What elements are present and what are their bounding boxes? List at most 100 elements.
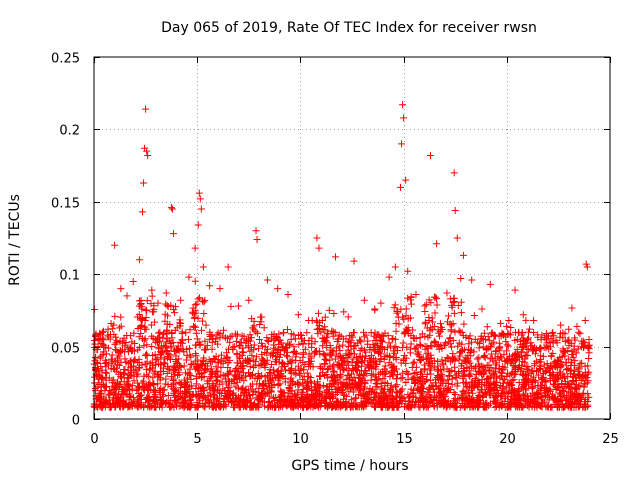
data-point [154, 370, 162, 378]
data-point [321, 371, 329, 379]
data-point [271, 371, 279, 379]
data-point [95, 392, 103, 400]
data-point [555, 389, 563, 397]
data-point [470, 312, 478, 320]
data-point [98, 374, 106, 382]
x-tick-label: 20 [499, 432, 516, 447]
data-point [464, 388, 472, 396]
data-point [171, 347, 179, 355]
data-point [241, 402, 249, 410]
data-point [296, 371, 304, 379]
data-point [409, 359, 417, 367]
data-point [139, 208, 147, 216]
data-point [319, 342, 327, 350]
data-point [100, 344, 108, 352]
data-point [462, 383, 470, 391]
data-point [297, 364, 305, 372]
data-point [485, 384, 493, 392]
data-point [145, 397, 153, 405]
data-point [308, 386, 316, 394]
data-point [194, 221, 202, 229]
data-point [447, 326, 455, 334]
data-point [418, 384, 426, 392]
data-point [504, 342, 512, 350]
data-point [224, 387, 232, 395]
data-point [479, 391, 487, 399]
data-point [221, 372, 229, 380]
data-point [490, 397, 498, 405]
data-point [206, 332, 214, 340]
data-point [313, 234, 321, 242]
data-point [345, 388, 353, 396]
data-point [294, 396, 302, 404]
data-point [236, 395, 244, 403]
data-point [171, 326, 179, 334]
data-point [502, 372, 510, 380]
data-point [297, 331, 305, 339]
data-point [459, 393, 467, 401]
data-point [558, 353, 566, 361]
data-point [167, 204, 175, 212]
data-point [141, 386, 149, 394]
data-point [357, 338, 365, 346]
data-point [484, 333, 492, 341]
data-point [348, 380, 356, 388]
data-point [196, 294, 204, 302]
data-point [399, 101, 407, 109]
data-point [499, 385, 507, 393]
data-point [299, 376, 307, 384]
data-point [102, 397, 110, 405]
data-point [436, 328, 444, 336]
data-point [146, 382, 154, 390]
data-point [517, 367, 525, 375]
data-point [446, 334, 454, 342]
data-point [505, 330, 513, 338]
data-point [508, 356, 516, 364]
data-point [210, 391, 218, 399]
data-point [136, 399, 144, 407]
data-point [470, 348, 478, 356]
x-tick-label: 0 [90, 432, 98, 447]
data-point [435, 376, 443, 384]
data-point [385, 273, 393, 281]
data-point [510, 376, 518, 384]
data-point [548, 363, 556, 371]
data-point [518, 384, 526, 392]
data-point [251, 399, 259, 407]
data-point [452, 371, 460, 379]
data-point [400, 330, 408, 338]
data-point [377, 299, 385, 307]
data-point [381, 329, 389, 337]
data-point [450, 403, 458, 411]
data-point [392, 355, 400, 363]
data-point [478, 305, 486, 313]
data-point [142, 313, 150, 321]
data-point [206, 385, 214, 393]
data-point [534, 381, 542, 389]
data-point [409, 326, 417, 334]
data-point [557, 396, 565, 404]
data-point [370, 332, 378, 340]
data-point [265, 369, 273, 377]
data-point [145, 403, 153, 411]
data-point [321, 402, 329, 410]
data-point [340, 381, 348, 389]
data-point [239, 396, 247, 404]
data-point [582, 260, 590, 268]
data-point [508, 400, 516, 408]
data-point [315, 244, 323, 252]
data-point [444, 376, 452, 384]
data-point [159, 397, 167, 405]
data-point [532, 346, 540, 354]
data-point [131, 339, 139, 347]
data-point [471, 381, 479, 389]
data-point [553, 384, 561, 392]
data-point [248, 385, 256, 393]
data-point [342, 351, 350, 359]
data-point [421, 378, 429, 386]
data-point [339, 341, 347, 349]
data-point [168, 330, 176, 338]
data-point [143, 352, 151, 360]
data-point [244, 358, 252, 366]
data-point [149, 374, 157, 382]
